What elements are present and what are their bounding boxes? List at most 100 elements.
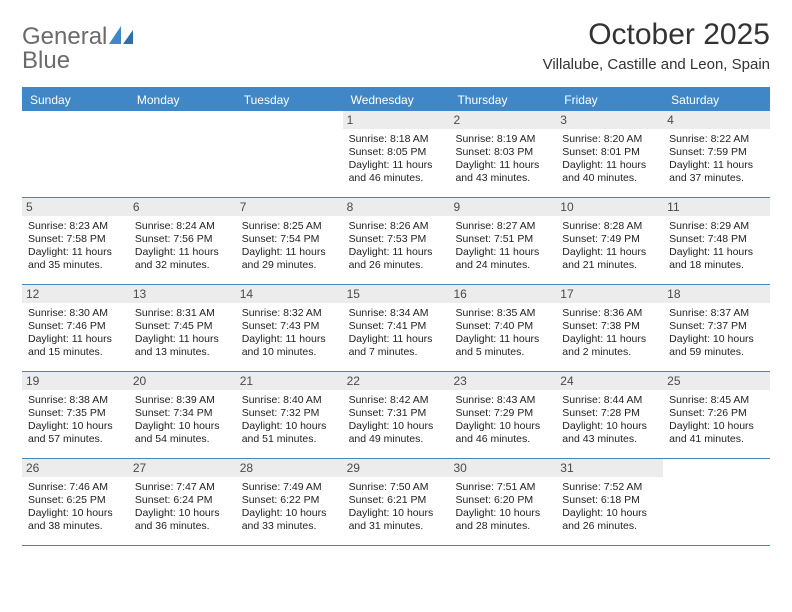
daylight-text: and 41 minutes. <box>669 433 764 446</box>
sunset-text: Sunset: 7:29 PM <box>455 407 550 420</box>
day-number: 25 <box>663 372 770 390</box>
sunrise-text: Sunrise: 8:20 AM <box>562 133 657 146</box>
brand-word1: General <box>22 23 107 50</box>
week-row: 5Sunrise: 8:23 AMSunset: 7:58 PMDaylight… <box>22 198 770 285</box>
day-cell: 5Sunrise: 8:23 AMSunset: 7:58 PMDaylight… <box>22 198 129 284</box>
day-cell: 18Sunrise: 8:37 AMSunset: 7:37 PMDayligh… <box>663 285 770 371</box>
daylight-text: and 31 minutes. <box>349 520 444 533</box>
daylight-text: and 43 minutes. <box>455 172 550 185</box>
day-number: 21 <box>236 372 343 390</box>
daylight-text: and 7 minutes. <box>349 346 444 359</box>
daylight-text: and 5 minutes. <box>455 346 550 359</box>
day-cell <box>236 111 343 197</box>
daylight-text: and 57 minutes. <box>28 433 123 446</box>
sunset-text: Sunset: 6:24 PM <box>135 494 230 507</box>
daylight-text: and 18 minutes. <box>669 259 764 272</box>
sunset-text: Sunset: 7:31 PM <box>349 407 444 420</box>
daylight-text: Daylight: 11 hours <box>562 246 657 259</box>
sunset-text: Sunset: 6:20 PM <box>455 494 550 507</box>
day-cell: 16Sunrise: 8:35 AMSunset: 7:40 PMDayligh… <box>449 285 556 371</box>
daylight-text: and 40 minutes. <box>562 172 657 185</box>
day-number: 6 <box>129 198 236 216</box>
sunset-text: Sunset: 6:18 PM <box>562 494 657 507</box>
day-cell: 8Sunrise: 8:26 AMSunset: 7:53 PMDaylight… <box>343 198 450 284</box>
day-cell <box>663 459 770 545</box>
day-cell: 30Sunrise: 7:51 AMSunset: 6:20 PMDayligh… <box>449 459 556 545</box>
sunrise-text: Sunrise: 8:28 AM <box>562 220 657 233</box>
sunrise-text: Sunrise: 7:47 AM <box>135 481 230 494</box>
daylight-text: and 29 minutes. <box>242 259 337 272</box>
day-cell: 11Sunrise: 8:29 AMSunset: 7:48 PMDayligh… <box>663 198 770 284</box>
daylight-text: Daylight: 10 hours <box>669 333 764 346</box>
daylight-text: and 59 minutes. <box>669 346 764 359</box>
sunset-text: Sunset: 7:34 PM <box>135 407 230 420</box>
day-number: 20 <box>129 372 236 390</box>
day-number: 3 <box>556 111 663 129</box>
day-number: 23 <box>449 372 556 390</box>
sunrise-text: Sunrise: 8:19 AM <box>455 133 550 146</box>
sunset-text: Sunset: 7:56 PM <box>135 233 230 246</box>
day-number: 17 <box>556 285 663 303</box>
sunrise-text: Sunrise: 8:18 AM <box>349 133 444 146</box>
sunset-text: Sunset: 8:01 PM <box>562 146 657 159</box>
weeks-container: 1Sunrise: 8:18 AMSunset: 8:05 PMDaylight… <box>22 111 770 546</box>
title-block: October 2025 Villalube, Castille and Leo… <box>543 18 770 73</box>
daylight-text: Daylight: 11 hours <box>135 246 230 259</box>
day-cell: 29Sunrise: 7:50 AMSunset: 6:21 PMDayligh… <box>343 459 450 545</box>
daylight-text: Daylight: 11 hours <box>669 159 764 172</box>
weekday-header: Sunday <box>22 89 129 111</box>
day-number: 28 <box>236 459 343 477</box>
sunrise-text: Sunrise: 8:27 AM <box>455 220 550 233</box>
sunset-text: Sunset: 7:28 PM <box>562 407 657 420</box>
daylight-text: Daylight: 10 hours <box>28 420 123 433</box>
daylight-text: and 33 minutes. <box>242 520 337 533</box>
daylight-text: and 36 minutes. <box>135 520 230 533</box>
daylight-text: and 46 minutes. <box>455 433 550 446</box>
daylight-text: Daylight: 11 hours <box>349 333 444 346</box>
daylight-text: Daylight: 11 hours <box>349 246 444 259</box>
weekday-header: Friday <box>556 89 663 111</box>
daylight-text: Daylight: 11 hours <box>28 333 123 346</box>
daylight-text: and 26 minutes. <box>562 520 657 533</box>
day-cell: 6 Sunrise: 8:24 AMSunset: 7:56 PMDaylight… <box>129 198 236 284</box>
day-cell: 24Sunrise: 8:44 AMSunset: 7:28 PMDayligh… <box>556 372 663 458</box>
sunrise-text: Sunrise: 7:51 AM <box>455 481 550 494</box>
sunset-text: Sunset: 8:05 PM <box>349 146 444 159</box>
daylight-text: Daylight: 10 hours <box>135 507 230 520</box>
sunset-text: Sunset: 7:41 PM <box>349 320 444 333</box>
day-cell: 10 Sunrise: 8:28 AMSunset: 7:49 PMDayligh… <box>556 198 663 284</box>
daylight-text: Daylight: 11 hours <box>455 333 550 346</box>
day-cell: 23Sunrise: 8:43 AMSunset: 7:29 PMDayligh… <box>449 372 556 458</box>
daylight-text: and 13 minutes. <box>135 346 230 359</box>
day-cell: 26Sunrise: 7:46 AMSunset: 6:25 PMDayligh… <box>22 459 129 545</box>
day-cell: 21Sunrise: 8:40 AMSunset: 7:32 PMDayligh… <box>236 372 343 458</box>
daylight-text: Daylight: 11 hours <box>669 246 764 259</box>
daylight-text: Daylight: 11 hours <box>562 159 657 172</box>
sunset-text: Sunset: 7:40 PM <box>455 320 550 333</box>
day-number: 19 <box>22 372 129 390</box>
sunrise-text: Sunrise: 8:30 AM <box>28 307 123 320</box>
weekday-header-row: SundayMondayTuesdayWednesdayThursdayFrid… <box>22 89 770 111</box>
page-title: October 2025 <box>543 18 770 52</box>
sunset-text: Sunset: 7:49 PM <box>562 233 657 246</box>
daylight-text: and 24 minutes. <box>455 259 550 272</box>
sunset-text: Sunset: 6:21 PM <box>349 494 444 507</box>
daylight-text: Daylight: 10 hours <box>562 507 657 520</box>
daylight-text: and 51 minutes. <box>242 433 337 446</box>
sunrise-text: Sunrise: 8:23 AM <box>28 220 123 233</box>
daylight-text: and 10 minutes. <box>242 346 337 359</box>
sunrise-text: Sunrise: 8:24 AM <box>135 220 230 233</box>
sunrise-text: Sunrise: 8:39 AM <box>135 394 230 407</box>
day-cell: 1Sunrise: 8:18 AMSunset: 8:05 PMDaylight… <box>343 111 450 197</box>
day-number: 10 <box>556 198 663 216</box>
day-cell: 7Sunrise: 8:25 AMSunset: 7:54 PMDaylight… <box>236 198 343 284</box>
day-cell: 20Sunrise: 8:39 AMSunset: 7:34 PMDayligh… <box>129 372 236 458</box>
daylight-text: Daylight: 10 hours <box>242 420 337 433</box>
day-cell: 31Sunrise: 7:52 AMSunset: 6:18 PMDayligh… <box>556 459 663 545</box>
daylight-text: and 43 minutes. <box>562 433 657 446</box>
day-cell <box>129 111 236 197</box>
day-number: 27 <box>129 459 236 477</box>
sunrise-text: Sunrise: 7:50 AM <box>349 481 444 494</box>
sunrise-text: Sunrise: 8:45 AM <box>669 394 764 407</box>
sunset-text: Sunset: 7:26 PM <box>669 407 764 420</box>
